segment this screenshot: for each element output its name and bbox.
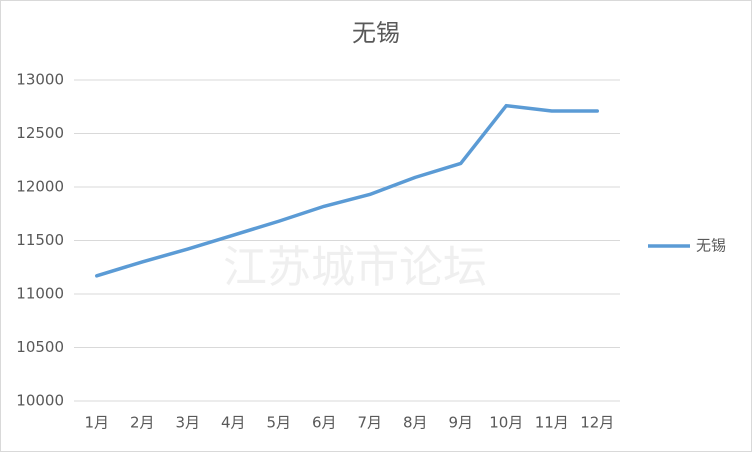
y-tick-label: 10500 [16,338,64,356]
chart-title: 无锡 [352,19,400,47]
x-tick-label: 1月 [84,414,109,432]
x-tick-label: 10月 [489,414,523,432]
x-tick-label: 4月 [221,414,246,432]
x-tick-label: 11月 [535,414,569,432]
data-line [95,103,599,278]
x-tick-label: 12月 [580,414,614,432]
y-tick-label: 12500 [16,124,64,142]
y-tick-label: 12000 [16,178,64,196]
watermark: 江苏城市论坛 [223,242,487,293]
x-tick-label: 6月 [312,414,337,432]
x-tick-label: 3月 [175,414,200,432]
x-tick-label: 8月 [403,414,428,432]
y-tick-label: 10000 [16,392,64,410]
y-tick-label: 13000 [16,71,64,89]
x-tick-label: 2月 [130,414,155,432]
y-tick-label: 11500 [16,231,64,249]
x-tick-label: 7月 [357,414,382,432]
y-tick-label: 11000 [16,285,64,303]
x-tick-label: 5月 [266,414,291,432]
legend-label: 无锡 [696,237,726,255]
x-tick-label: 9月 [448,414,473,432]
